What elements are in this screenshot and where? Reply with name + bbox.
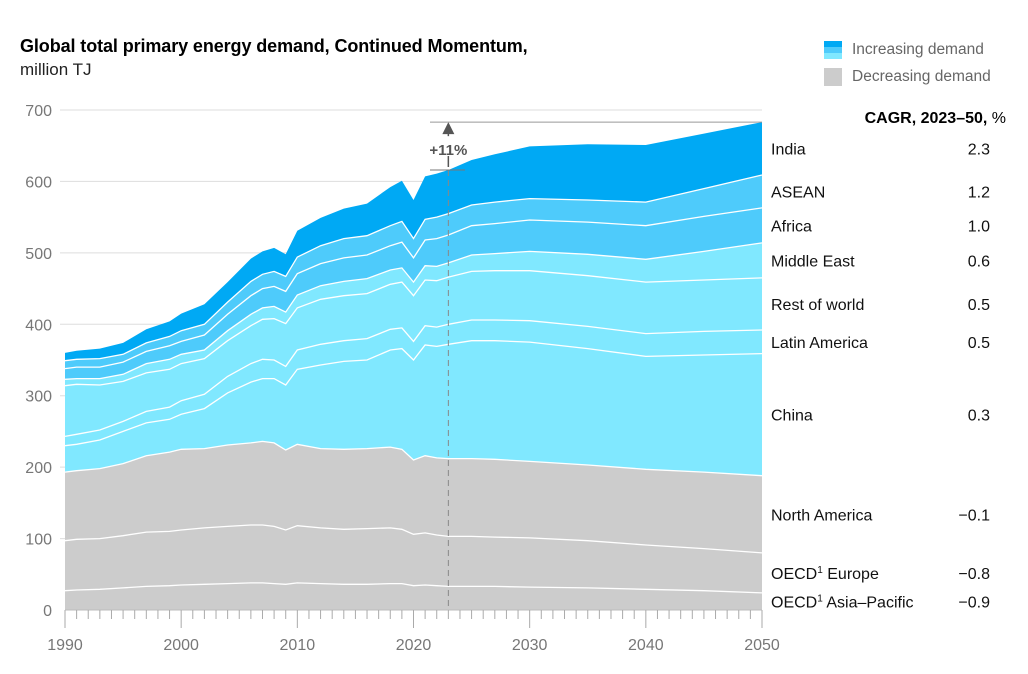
region-label-north-america: North America [771, 507, 872, 524]
divider-line [64, 270, 763, 387]
region-label-asean: ASEAN [771, 184, 825, 201]
divider-line [64, 340, 763, 447]
region-label-india: India [771, 142, 806, 159]
chart-title: Global total primary energy demand, Cont… [20, 36, 528, 56]
cagr-value-latin-america: 0.5 [968, 335, 990, 352]
region-label-middle-east: Middle East [771, 253, 855, 270]
area-oecd-asia-pacific [65, 582, 762, 610]
chart-subtitle: million TJ [20, 60, 92, 79]
x-tick-label: 2010 [280, 637, 316, 654]
cagr-value-oecd-asia-pacific: −0.9 [958, 594, 990, 611]
legend-item-increasing: Increasing demand [824, 36, 991, 63]
legend-swatch-increasing [824, 40, 842, 59]
cagr-header-unit: % [987, 110, 1006, 127]
region-label-rest-of-world: Rest of world [771, 297, 864, 314]
region-label-africa: Africa [771, 218, 812, 235]
cagr-value-rest-of-world: 0.5 [968, 297, 990, 314]
growth-arrow-head [442, 122, 455, 135]
cagr-value-oecd-europe: −0.8 [958, 566, 990, 583]
area-china [65, 340, 762, 476]
cagr-value-middle-east: 0.6 [968, 253, 990, 270]
y-tick-label: 200 [25, 460, 52, 477]
divider-line [64, 319, 763, 438]
x-tick-label: 2040 [628, 637, 664, 654]
axes: 0 100 200 300 400 500 600 700 1990 2000 2010 2020 20… [25, 103, 780, 654]
y-tick-label: 400 [25, 317, 52, 334]
cagr-header: CAGR, 2023–50, % [865, 110, 1006, 127]
y-tick-label: 0 [43, 603, 52, 620]
cagr-value-india: 2.3 [968, 142, 990, 159]
cagr-value-north-america: −0.1 [958, 507, 990, 524]
y-tick-label: 600 [25, 174, 52, 191]
area-oecd-europe [65, 525, 762, 593]
legend-label-decreasing: Decreasing demand [852, 67, 991, 85]
legend-swatch-decreasing [824, 67, 842, 86]
x-tick-label: 2030 [512, 637, 548, 654]
divider-line [64, 174, 763, 362]
x-tick-label: 2000 [163, 637, 199, 654]
y-tick-label: 100 [25, 532, 52, 549]
area-north-america [65, 441, 762, 553]
x-tick-label: 2020 [396, 637, 432, 654]
divider-line [64, 582, 763, 594]
area-india [65, 122, 762, 361]
divider-line [64, 524, 763, 554]
x-tick-label: 1990 [47, 637, 83, 654]
legend: Increasing demand Decreasing demand [824, 36, 991, 90]
region-label-china: China [771, 408, 813, 425]
y-tick-label: 300 [25, 389, 52, 406]
area-series [65, 122, 762, 610]
series-dividers [64, 174, 763, 594]
cagr-header-bold: CAGR, 2023–50, [865, 110, 988, 127]
area-latin-america [65, 320, 762, 446]
area-africa [65, 207, 762, 380]
cagr-value-china: 0.3 [968, 408, 990, 425]
cagr-value-africa: 1.0 [968, 218, 990, 235]
legend-item-decreasing: Decreasing demand [824, 63, 991, 90]
area-rest-of-world [65, 270, 762, 437]
y-tick-label: 700 [25, 103, 52, 120]
divider-line [64, 207, 763, 370]
region-label-oecd-europe: OECD1 Europe [771, 565, 879, 583]
cagr-value-asean: 1.2 [968, 184, 990, 201]
annotations: +11% [429, 121, 762, 610]
region-label-latin-america: Latin America [771, 335, 868, 352]
growth-label: +11% [429, 142, 467, 159]
region-label-oecd-asia-pacific: OECD1 Asia–Pacific [771, 593, 914, 611]
legend-label-increasing: Increasing demand [852, 40, 984, 58]
divider-line [64, 242, 763, 380]
area-middle-east [65, 242, 762, 386]
region-labels: CAGR, 2023–50, % OECD1 Asia–Pacific −0.9 OE… [771, 110, 1006, 611]
y-tick-label: 500 [25, 246, 52, 263]
divider-line [64, 440, 763, 477]
x-tick-label: 2050 [744, 637, 780, 654]
